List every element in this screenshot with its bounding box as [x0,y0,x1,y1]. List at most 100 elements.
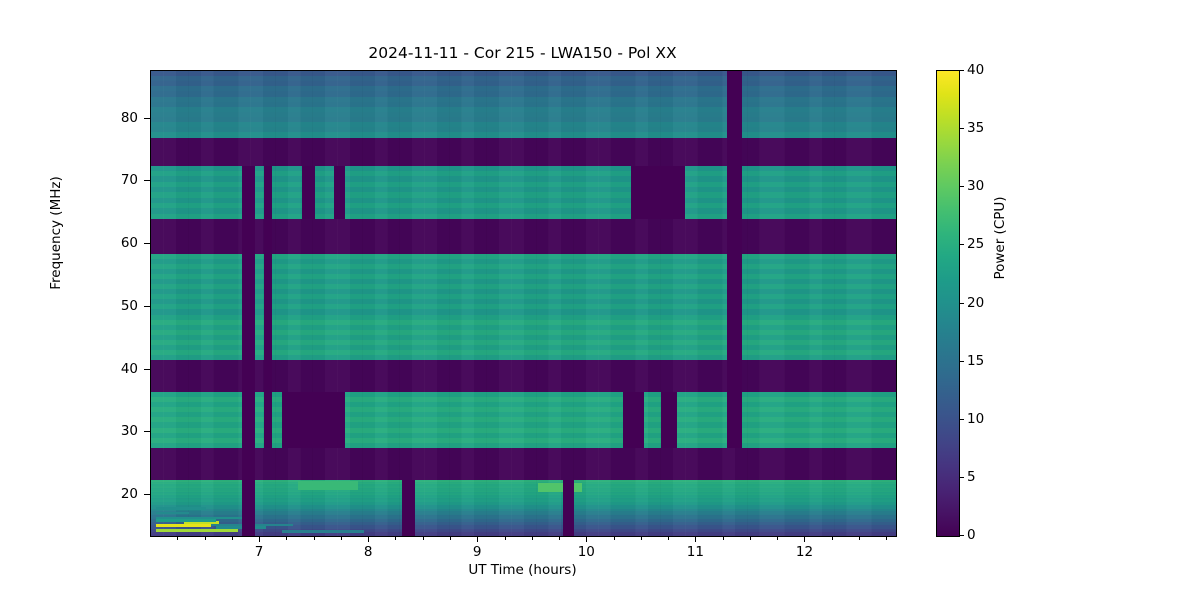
spectrogram-column-texture [871,71,884,536]
spectrogram-column-texture [623,71,636,536]
spectrogram-row [151,484,896,487]
spectrogram-column-texture [846,71,859,536]
x-axis-minor-tick-mark [722,536,724,540]
spectrogram-row [151,181,896,188]
spectrogram-column-texture [486,71,499,536]
colorbar-ticks: 0 5 10 15 20 25 30 35 40 [959,62,1079,543]
spectrogram-row [151,122,896,129]
spectrogram-row [151,289,896,296]
spectrogram-column-texture [548,71,561,536]
spectrogram-row [151,422,896,429]
spectrogram-row [151,520,896,523]
y-axis-tick-label: 60 [120,235,138,252]
x-axis-tick-label: 8 [363,544,373,560]
spectrogram-row [151,401,896,408]
colorbar-tick-mark [959,476,964,478]
spectrogram-column-texture [399,71,412,536]
spectrogram-row [151,407,896,413]
spectrogram-row [151,437,896,444]
x-axis-minor-tick-mark [531,536,533,540]
spectrogram-column-texture [859,71,872,536]
spectrogram-column-texture [499,71,512,536]
colorbar-tick-mark [959,244,964,246]
x-axis-minor-tick-mark [613,536,615,540]
spectrogram-row [151,507,896,510]
spectrogram-column-texture [312,71,325,536]
spectrogram-row [151,522,896,525]
colorbar-tick-label: 10 [967,410,985,427]
spectrogram-row [151,412,896,419]
spectrogram-row [151,111,896,118]
spectrogram-column-texture [834,71,847,536]
spectrogram-row [151,417,896,424]
spectrogram-column-texture [437,71,450,536]
y-axis-tick-mark [144,117,150,119]
x-axis-minor-tick-mark [559,536,561,540]
spectrogram-row [151,512,896,515]
spectrogram-row [151,132,896,139]
spectrogram-column-texture [598,71,611,536]
x-axis-minor-tick-mark [395,536,397,540]
spectrogram-row [151,479,896,482]
spectrogram-row [151,86,896,93]
spectrogram-axes [150,70,897,537]
spectrogram-row [151,486,896,489]
colorbar-tick-mark [959,128,964,130]
y-axis-tick-label: 30 [120,423,138,440]
spectrogram-column-texture [697,71,710,536]
spectrogram-row [151,350,896,356]
spectrogram-row [151,481,896,484]
spectrogram-flagged-band [151,448,896,481]
x-axis-minor-tick-mark [859,536,860,540]
spectrogram-column-texture [176,71,189,536]
rfi-feature [156,523,211,527]
x-axis-minor-tick-mark [777,536,779,540]
spectrogram-column-texture [685,71,698,536]
x-axis-minor-tick-mark [340,536,342,540]
spectrogram-column-texture [822,71,835,536]
spectrogram-row [151,511,896,514]
spectrogram-column-texture [350,71,363,536]
spectrogram-column-texture [511,71,524,536]
x-axis-minor-tick-mark [204,536,206,540]
x-axis-minor-tick-mark [313,536,315,540]
rfi-feature [183,521,219,525]
spectrogram-row [151,496,896,499]
spectrogram-row [151,273,896,280]
y-axis-tick-mark [144,368,150,370]
spectrogram-row [151,192,896,199]
x-axis-label: UT Time (hours) [468,562,577,578]
spectrogram-column-texture [710,71,723,536]
spectrogram-row [151,490,896,493]
y-axis-tick-label: 20 [120,486,138,503]
spectrogram-row [151,253,896,260]
colorbar-label: Power (CPU) [992,196,1008,280]
colorbar-tick-mark [959,535,964,536]
x-axis-ticks: 7 8 9 10 11 12 [150,536,895,566]
spectrogram-column-texture [275,71,288,536]
spectrogram-row [151,510,896,513]
colorbar-tick-label: 30 [967,178,985,195]
spectrogram-column-texture [449,71,462,536]
x-axis-tick-label: 10 [577,544,595,560]
x-axis-tick-mark [804,536,806,542]
y-axis-tick-mark [144,305,150,307]
spectrogram-column-texture [536,71,549,536]
spectrogram-row [151,329,896,336]
spectrogram-column-texture [288,71,301,536]
spectrogram-column-texture [337,71,350,536]
spectrogram-row [151,334,896,341]
time-dropout [661,391,677,449]
spectrogram-row [151,81,896,88]
x-axis-tick-label: 7 [254,544,264,560]
spectrogram-column-texture [884,71,896,536]
spectrogram-row [151,534,896,536]
x-axis-minor-tick-mark [886,536,888,540]
x-axis-tick-mark [586,536,588,542]
spectrogram-column-texture [424,71,437,536]
y-axis-tick-mark [144,243,150,245]
rfi-feature [538,482,582,492]
spectrogram-row [151,531,896,534]
spectrogram-row [151,432,896,439]
colorbar-tick-label: 5 [967,468,976,485]
